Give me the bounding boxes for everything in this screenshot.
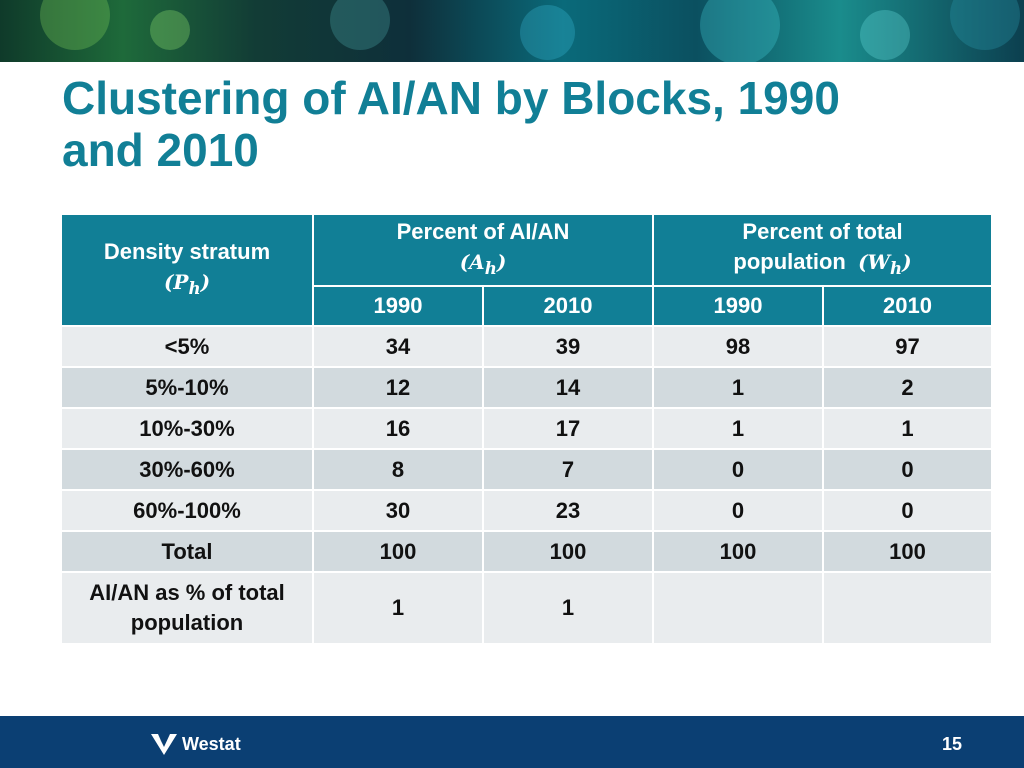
table-cell: 98 (652, 325, 824, 368)
table-cell: 14 (482, 366, 654, 409)
title-line-2: and 2010 (62, 124, 259, 176)
table-cell: 0 (822, 448, 993, 491)
table-row: 30%-60% 8 7 0 0 (60, 448, 993, 491)
table-cell: 0 (822, 489, 993, 532)
percent-total-label-2: population (Wh) (733, 249, 912, 278)
westat-logo-icon (151, 734, 177, 755)
density-stratum-header: Density stratum (Ph) (60, 213, 314, 327)
table-cell: 97 (822, 325, 993, 368)
table-cell (822, 571, 993, 645)
row-label: AI/AN as % of total population (60, 571, 314, 645)
row-label: Total (60, 530, 314, 573)
table-cell: 23 (482, 489, 654, 532)
table-cell: 1 (312, 571, 484, 645)
table-cell: 100 (482, 530, 654, 573)
slide-title: Clustering of AI/AN by Blocks, 1990 and … (62, 72, 962, 176)
year-header: 2010 (482, 285, 654, 327)
density-stratum-label: Density stratum (103, 239, 271, 264)
decorative-banner (0, 0, 1024, 62)
table-cell: 12 (312, 366, 484, 409)
table-cell: 0 (652, 448, 824, 491)
table-cell: 1 (652, 407, 824, 450)
table-cell: 34 (312, 325, 484, 368)
percent-aian-symbol: (Ah) (459, 250, 507, 278)
percent-total-header: Percent of total population (Wh) (652, 213, 993, 287)
row-label: 60%-100% (60, 489, 314, 532)
table-cell (652, 571, 824, 645)
table-row: AI/AN as % of total population 1 1 (60, 571, 993, 645)
percent-aian-label: Percent of AI/AN (396, 219, 570, 244)
title-line-1: Clustering of AI/AN by Blocks, 1990 (62, 72, 840, 124)
density-stratum-symbol: (Ph) (163, 270, 211, 298)
logo-text: Westat (182, 733, 241, 754)
table-cell: 1 (482, 571, 654, 645)
table-cell: 100 (822, 530, 993, 573)
table-row: 10%-30% 16 17 1 1 (60, 407, 993, 450)
footer-bar: Westat 15 (0, 716, 1024, 768)
row-label: 30%-60% (60, 448, 314, 491)
table-row: 5%-10% 12 14 1 2 (60, 366, 993, 409)
year-header: 1990 (652, 285, 824, 327)
table-cell: 100 (652, 530, 824, 573)
year-header: 1990 (312, 285, 484, 327)
table-row: 60%-100% 30 23 0 0 (60, 489, 993, 532)
table-cell: 16 (312, 407, 484, 450)
row-label: <5% (60, 325, 314, 368)
table-cell: 17 (482, 407, 654, 450)
percent-total-label-1: Percent of total (742, 219, 903, 244)
table-cell: 1 (822, 407, 993, 450)
table-cell: 8 (312, 448, 484, 491)
table-cell: 30 (312, 489, 484, 532)
percent-aian-header: Percent of AI/AN (Ah) (312, 213, 654, 287)
page-number: 15 (941, 734, 962, 754)
table-cell: 100 (312, 530, 484, 573)
row-label: 5%-10% (60, 366, 314, 409)
clustering-table: Density stratum (Ph) Percent of AI/AN (A… (60, 213, 993, 645)
table-cell: 2 (822, 366, 993, 409)
table-cell: 7 (482, 448, 654, 491)
year-header: 2010 (822, 285, 993, 327)
table-row: <5% 34 39 98 97 (60, 325, 993, 368)
row-label: 10%-30% (60, 407, 314, 450)
table-row: Total 100 100 100 100 (60, 530, 993, 573)
table-cell: 0 (652, 489, 824, 532)
westat-logo: Westat (150, 731, 241, 757)
table-cell: 1 (652, 366, 824, 409)
table-cell: 39 (482, 325, 654, 368)
